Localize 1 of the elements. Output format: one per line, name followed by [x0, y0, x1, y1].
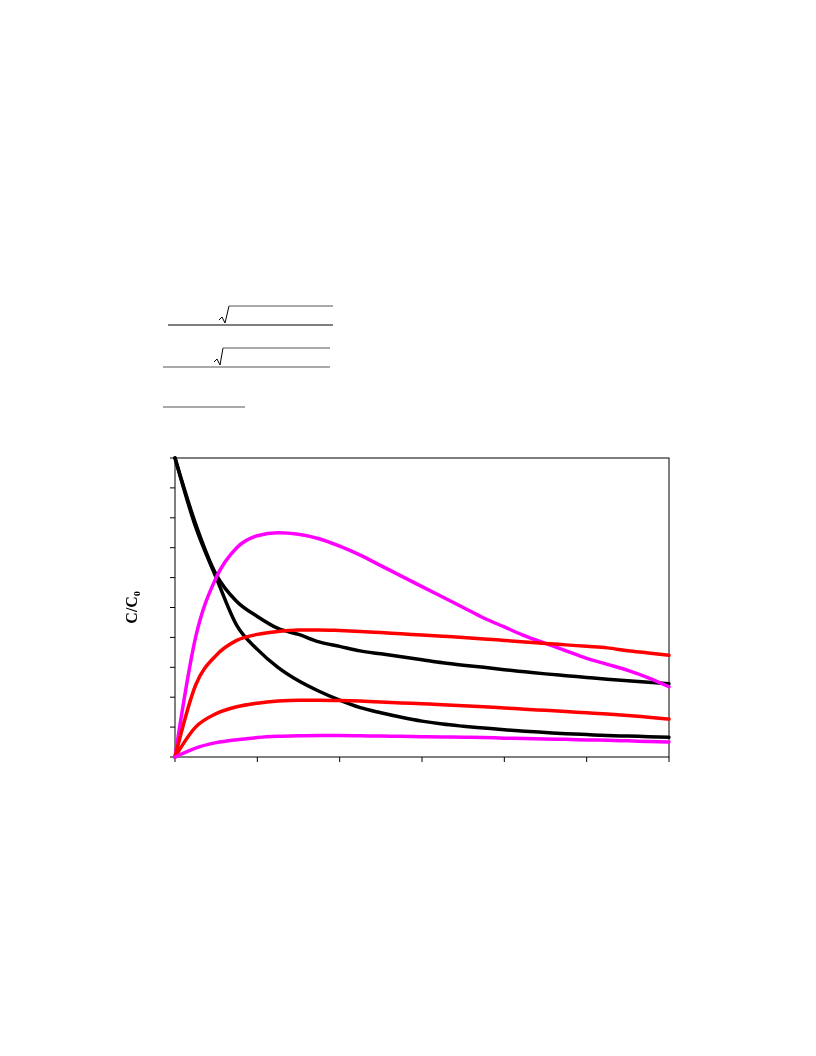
y-axis-title: C/C₀ [123, 591, 140, 624]
